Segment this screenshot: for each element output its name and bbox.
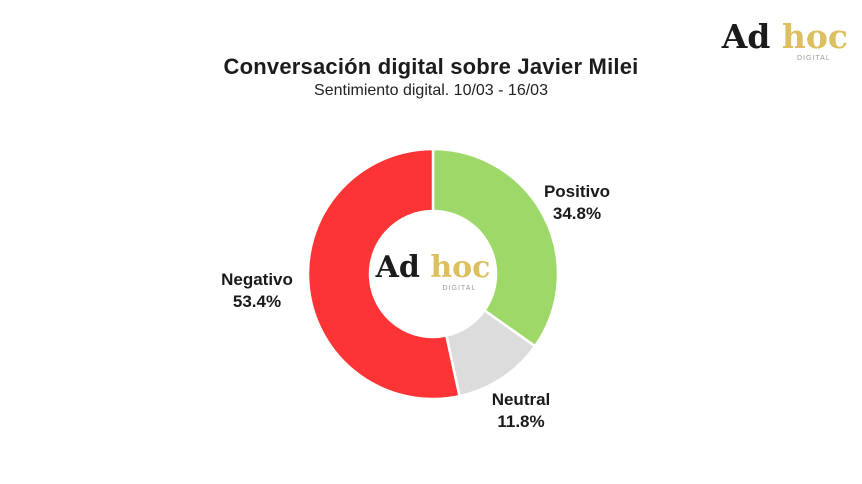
- logo-wordmark-gold: hoc: [430, 249, 491, 285]
- logo-tagline: DIGITAL: [797, 55, 831, 62]
- logo-tagline: DIGITAL: [442, 284, 477, 292]
- segment-label-negativo: Negativo 53.4%: [187, 269, 327, 313]
- logo-wordmark-dark: Ad: [721, 17, 771, 56]
- logo-wordmark-gold: hoc: [781, 17, 848, 56]
- donut-segment-negativo: [306, 147, 461, 401]
- segment-name: Positivo: [543, 182, 611, 201]
- segment-value: 53.4%: [232, 292, 282, 311]
- donut-svg: [306, 147, 560, 401]
- segment-value: 11.8%: [497, 412, 545, 431]
- page-subtitle: Sentimiento digital. 10/03 - 16/03: [314, 82, 548, 99]
- adhoc-logo-corner: Ad hoc DIGITAL: [722, 20, 848, 62]
- logo-wordmark-dark: Ad: [375, 249, 420, 285]
- segment-label-neutral: Neutral 11.8%: [451, 389, 591, 433]
- page-title: Conversación digital sobre Javier Milei: [223, 54, 639, 79]
- segment-label-positivo: Positivo 34.8%: [507, 181, 647, 225]
- segment-name: Negativo: [221, 270, 293, 289]
- donut-segment-positivo: [431, 147, 560, 348]
- segment-value: 34.8%: [552, 204, 602, 223]
- donut-chart: Ad hoc DIGITAL: [306, 147, 560, 401]
- adhoc-logo-center: Ad hoc DIGITAL: [375, 249, 491, 292]
- segment-name: Neutral: [491, 390, 551, 409]
